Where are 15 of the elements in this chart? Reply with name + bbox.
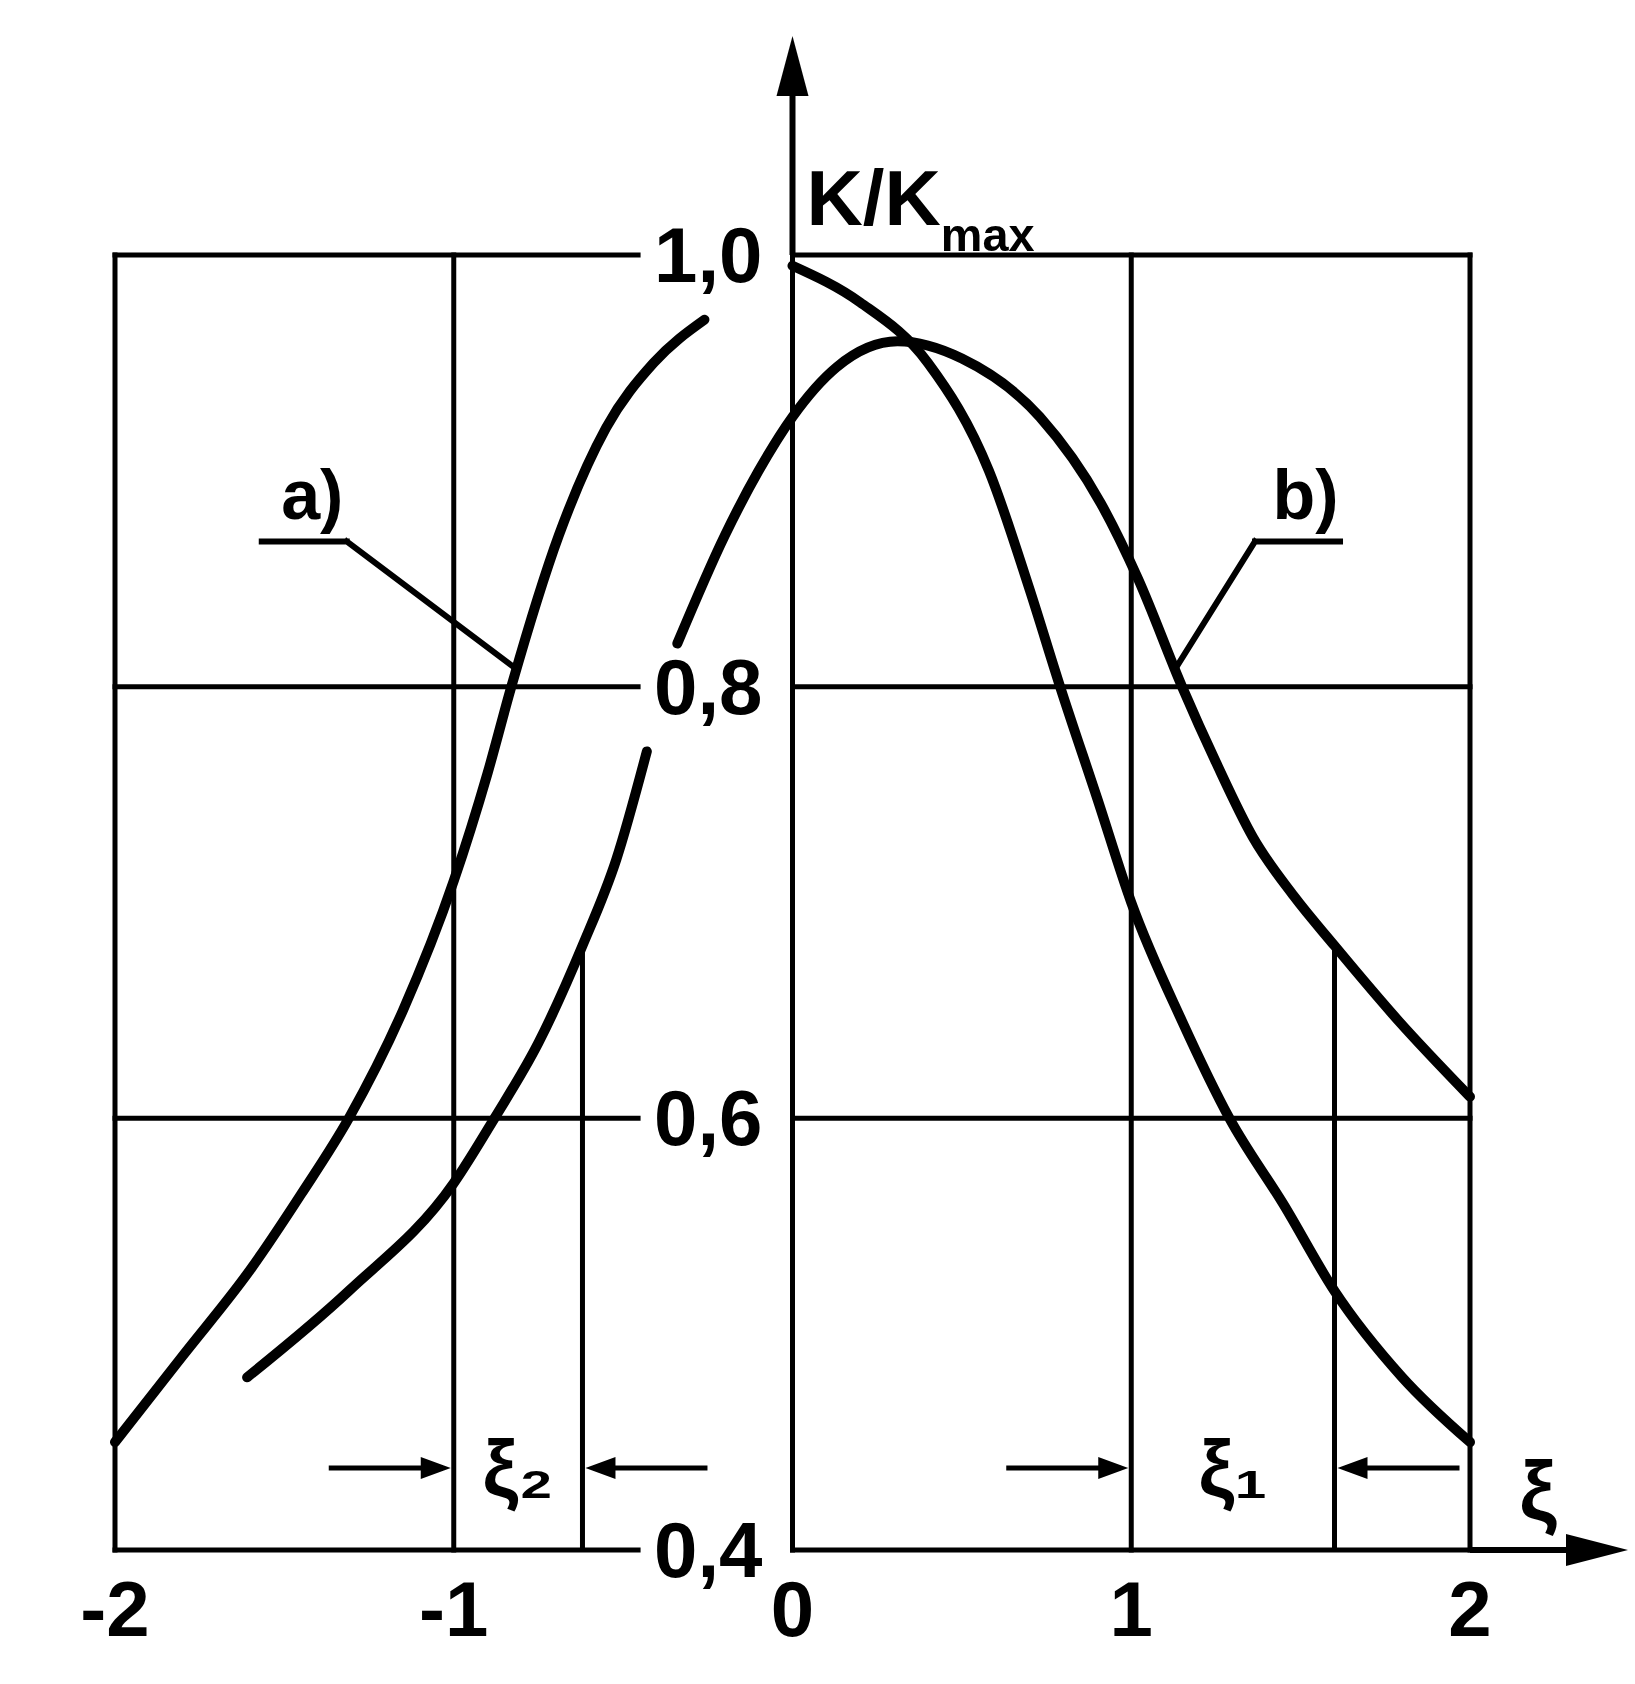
x-tick-label: -1 [419,1565,489,1653]
y-axis-title: K/K$_{max}$ [806,154,1035,261]
text: a) [281,456,344,535]
y-tick-label: 1,0 [654,211,763,299]
x-tick-label: 2 [1448,1565,1492,1653]
ref-line-label: ξ₁ [1198,1423,1268,1513]
ref-line-label: ξ₂ [482,1423,554,1513]
y-tick-label: 0,4 [654,1506,763,1594]
x-tick-label: 0 [770,1565,815,1653]
x-tick-label: -2 [80,1565,150,1653]
x-tick-label: 1 [1109,1565,1153,1653]
y-tick-label: 0,6 [654,1074,763,1163]
y-tick-label: 0,8 [654,642,763,731]
x-axis-title: ξ [1519,1444,1558,1538]
text: b) [1272,456,1339,535]
